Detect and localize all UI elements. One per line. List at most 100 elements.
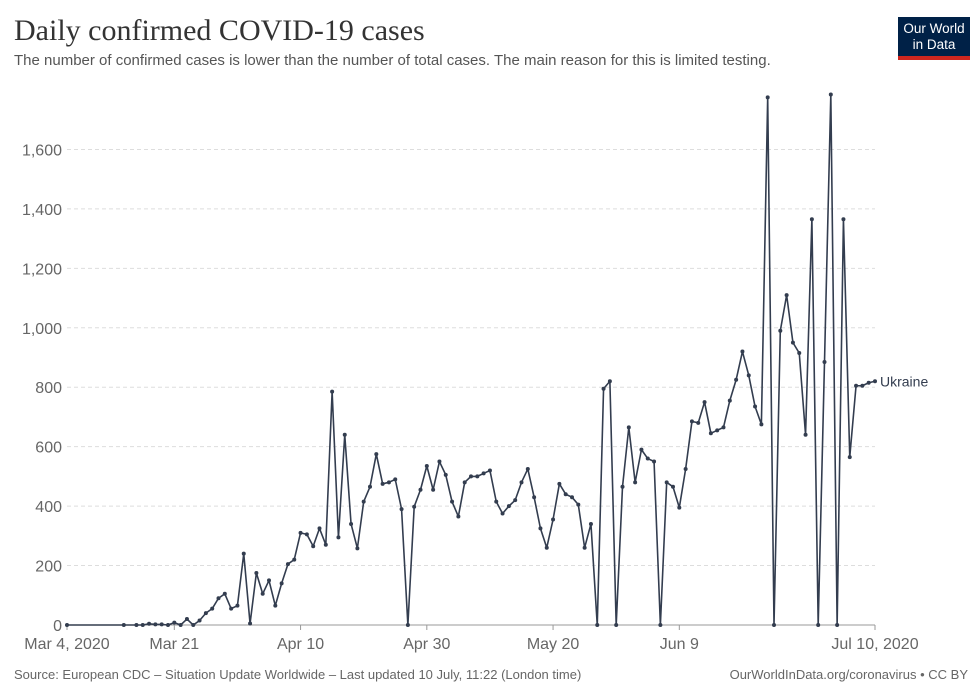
data-point (65, 623, 69, 627)
data-point (456, 514, 461, 519)
data-point (166, 623, 170, 627)
x-tick-label: Jul 10, 2020 (831, 636, 918, 653)
data-point (671, 484, 675, 489)
data-point (336, 535, 341, 540)
data-point (658, 623, 663, 627)
data-point (765, 95, 770, 100)
data-point (469, 474, 473, 479)
data-point (702, 400, 707, 405)
data-point (380, 481, 385, 486)
data-point (847, 455, 852, 460)
data-point (172, 620, 177, 625)
data-point (254, 570, 259, 575)
data-point (140, 623, 145, 627)
data-point (841, 217, 846, 222)
data-point (405, 623, 410, 627)
data-point (734, 377, 739, 382)
data-point (513, 498, 518, 503)
data-point (746, 373, 751, 378)
data-point (273, 603, 278, 608)
data-point (519, 480, 524, 485)
data-point (689, 419, 694, 424)
data-point (576, 502, 581, 507)
data-point (873, 379, 877, 384)
data-point (216, 596, 221, 601)
data-point (614, 623, 619, 627)
data-point (285, 562, 290, 567)
data-point (633, 480, 638, 485)
data-point (147, 621, 152, 626)
data-point (753, 404, 758, 409)
data-point (184, 617, 189, 622)
chart-subtitle: The number of confirmed cases is lower t… (14, 52, 771, 69)
data-point (349, 521, 354, 526)
data-point (538, 526, 543, 531)
data-point (197, 618, 202, 623)
y-axis-ticks: 0 200 400 600 800 1,000 1,200 1,400 1,600 (22, 142, 62, 635)
data-point (860, 383, 865, 388)
series-group: Ukraine (65, 92, 928, 627)
y-tick-label: 1,600 (22, 142, 62, 159)
data-point (450, 499, 455, 504)
data-point (178, 623, 183, 627)
data-point (582, 545, 587, 550)
data-point (790, 340, 795, 345)
data-point (740, 349, 745, 354)
data-point (551, 517, 556, 522)
data-point (677, 505, 682, 510)
data-point (191, 623, 196, 627)
data-point (721, 425, 726, 430)
data-point (803, 432, 808, 437)
data-point (532, 495, 537, 500)
data-point (557, 481, 562, 486)
x-tick-label: Apr 30 (403, 636, 450, 653)
data-point (500, 511, 505, 516)
data-point (437, 459, 442, 464)
data-point (279, 581, 284, 586)
logo-line-1: Our World (903, 21, 965, 36)
data-point (210, 606, 215, 611)
data-point (418, 487, 423, 492)
data-point (854, 383, 859, 388)
data-point (708, 431, 713, 436)
data-point (355, 546, 360, 551)
credit-link[interactable]: OurWorldInData.org/coronavirus • CC BY (729, 667, 968, 682)
data-point (462, 480, 467, 485)
data-point (544, 545, 549, 550)
data-point (424, 463, 429, 468)
x-axis: Mar 4, 2020 Mar 21 Apr 10 Apr 30 May 20 Jun 9… (24, 624, 919, 653)
x-tick-label: Mar 4, 2020 (24, 636, 109, 653)
data-point (626, 425, 631, 430)
data-point (525, 466, 530, 471)
data-point (399, 507, 404, 512)
data-point (588, 521, 593, 526)
data-point (222, 591, 227, 596)
data-point (443, 472, 448, 477)
x-tick-label: Apr 10 (277, 636, 324, 653)
data-point (759, 422, 764, 427)
data-point (822, 359, 827, 364)
data-point (361, 499, 366, 504)
y-tick-label: 200 (35, 559, 62, 576)
data-point (828, 92, 833, 97)
data-point (159, 622, 164, 627)
y-tick-label: 1,400 (22, 202, 62, 219)
data-point (772, 623, 776, 627)
data-point (570, 495, 574, 500)
data-point (809, 217, 814, 222)
data-point (563, 492, 568, 497)
data-point (816, 623, 821, 627)
data-point (683, 466, 688, 471)
data-point (645, 456, 650, 461)
data-point (494, 499, 499, 504)
data-point (652, 459, 657, 464)
series-label: Ukraine (880, 373, 928, 389)
data-point (248, 621, 253, 626)
data-point (481, 471, 486, 476)
data-point (727, 398, 732, 403)
data-point (639, 447, 644, 452)
owid-logo[interactable]: Our World in Data (898, 17, 970, 60)
data-point (835, 623, 840, 627)
data-point (620, 484, 625, 489)
